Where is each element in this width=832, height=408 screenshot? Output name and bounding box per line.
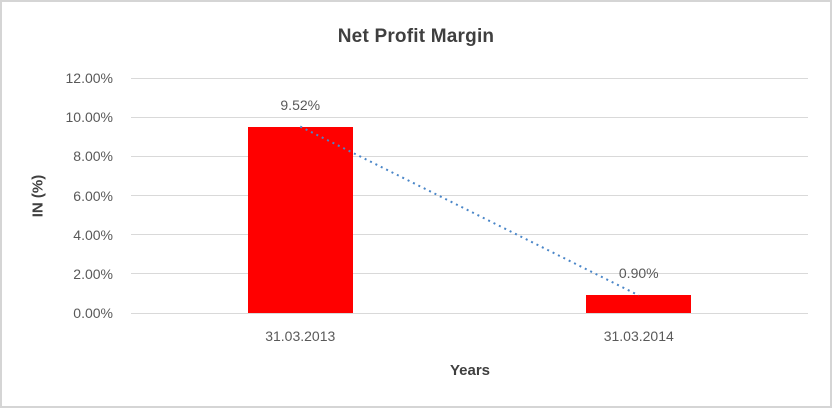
gridline (131, 77, 808, 79)
gridline (131, 155, 808, 157)
x-category-label: 31.03.2014 (603, 328, 674, 344)
x-axis-title: Years (449, 362, 491, 379)
y-tick-label: 2.00% (73, 265, 113, 282)
x-category-label: 31.03.2013 (265, 328, 336, 344)
bar (586, 295, 692, 313)
y-tick-label: 0.00% (73, 305, 113, 321)
bar-data-label: 0.90% (618, 265, 659, 282)
y-tick-label: 8.00% (73, 148, 113, 165)
gridline (131, 195, 808, 196)
y-tick-label: 6.00% (73, 187, 113, 204)
gridline (131, 312, 808, 314)
chart-title: Net Profit Margin (337, 26, 495, 47)
y-tick-label: 10.00% (65, 109, 113, 126)
gridline (131, 234, 808, 236)
bar (247, 126, 353, 313)
gridline (131, 116, 808, 118)
y-tick-label: 4.00% (73, 226, 113, 243)
bar-data-label: 9.52% (280, 96, 321, 113)
y-tick-label: 12.00% (65, 70, 113, 86)
gridline (131, 273, 808, 275)
